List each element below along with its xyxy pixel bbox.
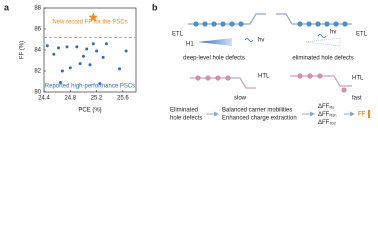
speed-label: fast: [352, 96, 362, 102]
data-point: [58, 81, 62, 85]
data-point: [85, 47, 89, 51]
layer-label: HTL: [258, 74, 270, 80]
data-point: [65, 45, 69, 49]
band: [276, 13, 352, 25]
band: [188, 13, 266, 25]
y-axis-label: FF (%): [20, 41, 26, 59]
layer-label: HTL: [352, 76, 364, 82]
delta-sub: J02: [329, 121, 336, 126]
delta-label: ΔFFRs: [318, 104, 334, 110]
layer-label: ETL: [172, 32, 184, 38]
data-point: [101, 55, 105, 59]
data-point: [60, 69, 64, 73]
data-point: [78, 62, 82, 66]
light-label: hv: [258, 38, 264, 44]
scatter-panel: a PCE (%) FF (%) New record FF for the P…: [4, 2, 137, 114]
defect-wedge: [305, 37, 341, 47]
data-point: [95, 49, 99, 53]
y-tick-label: 88: [34, 6, 41, 12]
y-tick-label: 80: [34, 90, 41, 96]
caption: deep-level hole defects: [183, 56, 245, 62]
delta-main: ΔFF: [318, 104, 330, 110]
layer-label: ETL: [356, 32, 368, 38]
data-point: [118, 67, 122, 71]
flow-step: Eliminated: [170, 108, 198, 114]
result-label: FF: [358, 112, 366, 118]
data-point: [68, 66, 72, 70]
flow-step: hole defects: [170, 116, 202, 122]
y-tick-label: 82: [34, 69, 41, 75]
carriers: [297, 73, 347, 93]
data-point: [56, 46, 60, 50]
flow-step: Enhanced charge extraction: [222, 116, 297, 122]
x-tick-label: 25.6: [117, 96, 129, 102]
data-point: [98, 82, 102, 86]
caption: eliminated hole defects: [292, 56, 353, 62]
x-tick-label: 25.2: [91, 96, 103, 102]
record-label: New record FF for the PSCs: [52, 20, 127, 26]
light-wave: [317, 34, 327, 38]
light-wave: [244, 38, 254, 42]
data-point: [88, 63, 92, 67]
record-point: [88, 12, 99, 22]
y-tick-label: 86: [34, 27, 41, 33]
up-indicator: [368, 110, 370, 118]
data-point: [75, 45, 79, 49]
delta-sub: Rsh: [329, 113, 336, 118]
data-point: [124, 49, 128, 53]
x-tick-label: 24.4: [38, 96, 50, 102]
carriers: [193, 21, 244, 27]
x-axis-label: PCE (%): [78, 108, 101, 114]
y-tick-label: 84: [34, 48, 41, 54]
defect-wedge: [198, 38, 232, 46]
data-point: [81, 54, 85, 58]
flow-step: Balanced carrier mobilities: [222, 108, 292, 114]
delta-main: ΔFF: [318, 120, 330, 126]
x-tick-label: 24.8: [64, 96, 76, 102]
data-point: [52, 52, 56, 56]
diagram-panel: b ETL hv H1 deep-level hole defects ETL …: [152, 2, 370, 126]
figure: a PCE (%) FF (%) New record FF for the P…: [4, 2, 370, 126]
data-point: [104, 42, 108, 46]
carriers: [297, 21, 348, 27]
band: [190, 77, 256, 89]
carriers: [195, 75, 231, 81]
speed-label: slow: [234, 96, 247, 102]
defect-label: H1: [186, 42, 194, 48]
panel-label: b: [152, 2, 158, 12]
delta-label: ΔFFJ02: [318, 120, 337, 126]
delta-main: ΔFF: [318, 112, 330, 118]
data-point: [45, 44, 49, 48]
data-point: [91, 42, 95, 46]
delta-label: ΔFFRsh: [318, 112, 336, 118]
delta-sub: Rs: [329, 105, 334, 110]
reported-label: Reported high-performance PSCs: [45, 84, 135, 90]
panel-label: a: [4, 2, 10, 12]
light-label: hv: [330, 30, 336, 36]
